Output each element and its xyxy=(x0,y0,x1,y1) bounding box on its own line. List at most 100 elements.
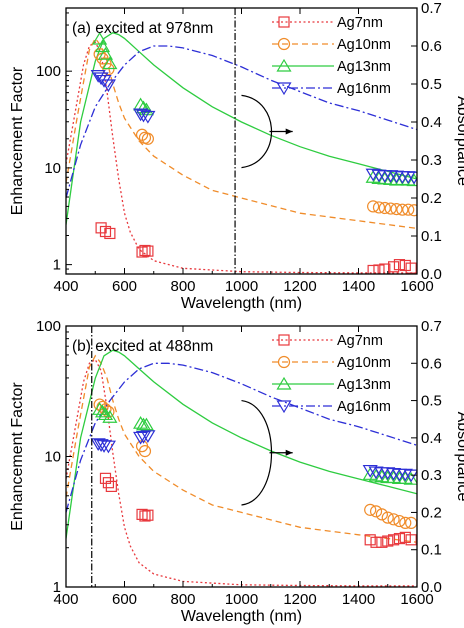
marker-ag13nm xyxy=(135,100,152,114)
marker-ag7nm xyxy=(136,246,148,258)
legend-marker-ag16nm xyxy=(276,400,292,414)
marker-ag7nm xyxy=(370,536,382,548)
x-axis-title: Wavelength (nm) xyxy=(181,608,302,625)
marker-ag16nm xyxy=(93,72,109,86)
absorptance-line-ag16nm xyxy=(66,362,417,513)
legend-label-ag13nm: Ag13nm xyxy=(337,377,391,393)
marker-ag13nm xyxy=(138,417,154,431)
y-right-axis-title: Absorptance xyxy=(454,412,464,502)
y-right-tick-label: 0.6 xyxy=(421,355,442,372)
marker-ag7nm xyxy=(399,531,411,543)
marker-ag10nm xyxy=(387,513,400,526)
y-right-tick-label: 0.5 xyxy=(421,76,442,93)
y-left-tick-label: 100 xyxy=(36,318,61,335)
marker-ag10nm xyxy=(378,201,391,215)
y-left-axis-title: Enhancement Factor xyxy=(9,382,26,531)
marker-ag16nm xyxy=(362,464,378,478)
legend-label-ag7nm: Ag7nm xyxy=(337,333,383,349)
legend-marker-ag13nm xyxy=(276,376,292,390)
marker-ag16nm xyxy=(135,431,152,444)
y-left-tick-label: 1 xyxy=(53,257,61,274)
y-right-tick-label: 0.4 xyxy=(421,114,442,131)
x-tick-label: 1600 xyxy=(400,278,433,295)
x-tick-label: 1200 xyxy=(283,591,316,608)
marker-ag16nm xyxy=(90,438,106,452)
absorptance-line-ag7nm xyxy=(66,41,417,274)
marker-ag7nm xyxy=(382,535,394,547)
y-right-tick-label: 0.1 xyxy=(421,228,442,245)
arrow-head-icon xyxy=(285,128,293,135)
y-right-tick-label: 0.3 xyxy=(421,152,442,169)
marker-ag10nm xyxy=(393,514,406,528)
y-right-tick-label: 0.0 xyxy=(421,266,442,283)
y-right-tick-label: 0.1 xyxy=(421,542,442,559)
y-right-tick-label: 0.2 xyxy=(421,504,442,521)
marker-ag13nm xyxy=(406,173,417,187)
legend-marker-ag13nm xyxy=(276,58,292,72)
legend-marker-ag7nm xyxy=(278,334,290,346)
y-left-axis-title: Enhancement Factor xyxy=(9,66,26,215)
y-right-tick-label: 0.0 xyxy=(421,579,442,596)
marker-ag7nm xyxy=(388,261,400,273)
y-left-tick-label: 100 xyxy=(36,63,61,80)
marker-ag7nm xyxy=(105,480,117,493)
absorptance-line-ag7nm xyxy=(66,358,417,587)
marker-ag7nm xyxy=(405,262,417,274)
marker-ag10nm xyxy=(390,203,403,216)
marker-ag7nm xyxy=(379,263,391,274)
marker-ag10nm xyxy=(372,201,386,214)
absorptance-line-ag13nm xyxy=(66,349,417,539)
marker-ag7nm xyxy=(139,244,151,257)
panel-label: (b) excited at 488nm xyxy=(72,338,213,355)
marker-ag7nm xyxy=(367,264,379,274)
marker-ag16nm xyxy=(135,109,152,123)
marker-ag16nm xyxy=(386,467,402,481)
x-tick-label: 400 xyxy=(53,278,78,295)
y-right-tick-label: 0.4 xyxy=(421,430,442,447)
panel-label: (a) excited at 978nm xyxy=(72,20,213,37)
plot-area xyxy=(66,8,417,274)
x-tick-label: 800 xyxy=(170,278,195,295)
legend-label-ag16nm: Ag16nm xyxy=(337,399,391,415)
y-right-tick-label: 0.5 xyxy=(421,393,442,410)
x-tick-label: 1200 xyxy=(283,278,316,295)
y-left-tick-label: 10 xyxy=(44,449,61,466)
marker-ag16nm xyxy=(96,74,112,88)
marker-ag7nm xyxy=(104,227,116,240)
marker-ag16nm xyxy=(406,171,417,185)
marker-ag10nm xyxy=(399,516,412,529)
marker-ag10nm xyxy=(138,444,152,458)
marker-ag7nm xyxy=(99,225,112,238)
marker-ag7nm xyxy=(405,534,417,546)
legend-label-ag10nm: Ag10nm xyxy=(337,37,391,53)
marker-ag16nm xyxy=(365,168,381,182)
x-axis-title: Wavelength (nm) xyxy=(181,295,302,312)
marker-ag10nm xyxy=(369,505,383,518)
y-right-tick-label: 0.6 xyxy=(421,38,442,55)
x-tick-label: 1600 xyxy=(400,591,433,608)
absorptance-line-ag13nm xyxy=(66,31,417,225)
legend: Ag7nm Ag10nm Ag13nm Ag16nm xyxy=(272,15,391,97)
y-right-tick-label: 0.2 xyxy=(421,190,442,207)
y-left-tick-label: 10 xyxy=(44,160,61,177)
plot-area xyxy=(66,326,417,587)
marker-ag16nm xyxy=(140,110,156,124)
y-right-axis-title: Absorptance xyxy=(454,96,464,186)
absorptance-line-ag10nm xyxy=(66,37,417,230)
marker-ag7nm xyxy=(142,245,154,257)
marker-ag7nm xyxy=(399,259,411,272)
legend-marker-ag16nm xyxy=(276,82,292,96)
legend-marker-ag10nm xyxy=(277,37,291,51)
y-left-tick-label: 1 xyxy=(53,579,61,596)
marker-ag13nm xyxy=(95,404,111,418)
marker-ag10nm xyxy=(102,63,115,76)
x-tick-label: 1000 xyxy=(225,278,258,295)
x-tick-label: 600 xyxy=(112,278,137,295)
marker-ag7nm xyxy=(142,509,154,521)
marker-ag7nm xyxy=(139,510,151,522)
marker-ag13nm xyxy=(92,402,108,415)
marker-ag13nm xyxy=(95,39,111,53)
x-tick-label: 800 xyxy=(170,591,195,608)
marker-ag10nm xyxy=(402,203,415,216)
